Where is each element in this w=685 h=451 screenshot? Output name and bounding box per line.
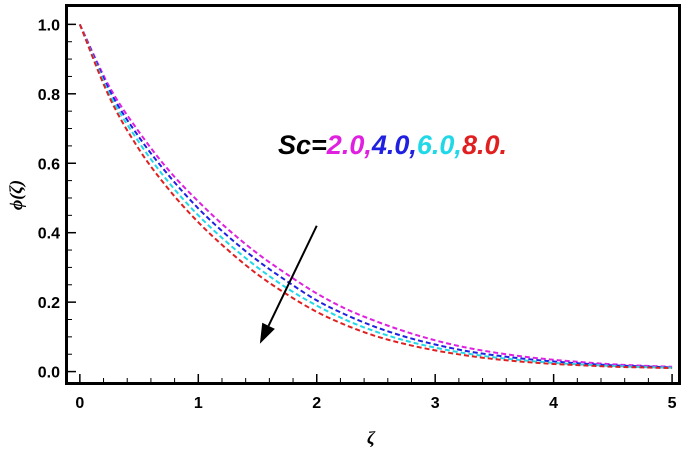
series-lines	[78, 23, 673, 370]
arrow-head	[259, 322, 275, 344]
x-axis-label: ζ	[367, 428, 376, 448]
x-tick-label: 4	[549, 395, 558, 412]
annotation-value-1: 2.0,	[326, 130, 372, 160]
y-tick-label: 0.4	[38, 226, 60, 243]
y-tick-label: 0.6	[38, 156, 60, 173]
y-tick-label: 0.8	[38, 87, 60, 104]
series-line-1	[78, 23, 673, 368]
x-tick-label: 5	[668, 395, 677, 412]
sc-annotation: Sc=2.0,4.0,6.0,8.0.	[278, 130, 507, 160]
x-tick-label: 3	[431, 395, 440, 412]
arrow	[259, 225, 318, 344]
annotation-value-2: 4.0,	[371, 130, 417, 160]
y-axis-label: ϕ(ζ)	[6, 180, 27, 210]
y-tick-label: 0.2	[38, 295, 60, 312]
x-ticks: 0 1 2 3 4 5	[75, 374, 677, 412]
series-line-2	[78, 23, 673, 369]
annotation-value-3: 6.0,	[417, 130, 462, 160]
x-tick-label: 1	[194, 395, 203, 412]
x-tick-label: 2	[312, 395, 321, 412]
y-tick-label: 0.0	[38, 365, 60, 382]
plot-frame	[65, 4, 681, 385]
annotation-prefix: Sc=	[278, 130, 327, 160]
y-ticks: 0.0 0.2 0.4 0.6 0.8 1.0	[38, 17, 76, 382]
x-tick-label: 0	[75, 395, 84, 412]
y-tick-label: 1.0	[38, 17, 60, 34]
arrow-shaft	[267, 225, 318, 327]
annotation-value-4: 8.0.	[462, 130, 507, 160]
series-line-4	[78, 23, 673, 370]
series-line-3	[78, 23, 673, 369]
